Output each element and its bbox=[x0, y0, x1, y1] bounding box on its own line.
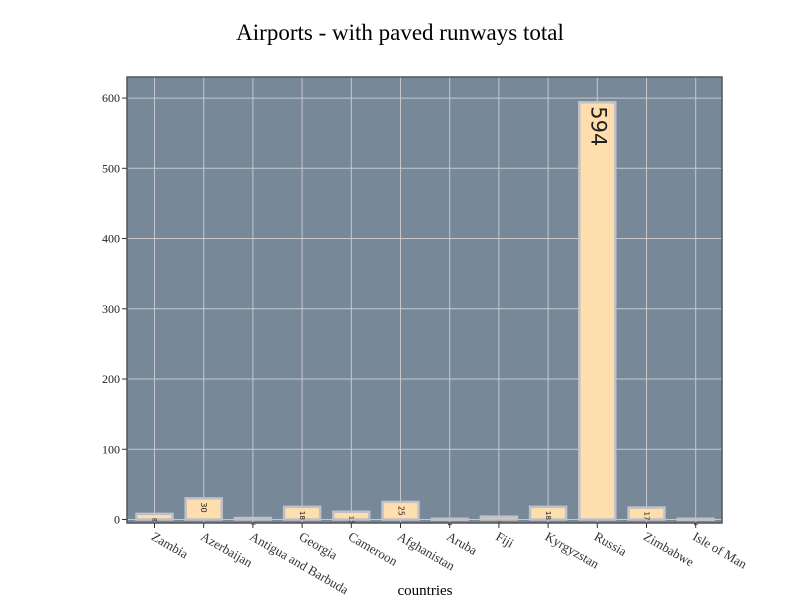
bar-data-label: 30 bbox=[199, 502, 209, 512]
bar-data-label: 8 bbox=[151, 518, 158, 522]
y-tick-label: 400 bbox=[102, 232, 120, 246]
bar-azerbaijan bbox=[184, 497, 223, 521]
bar-aruba bbox=[430, 517, 469, 522]
bar-data-label: 17 bbox=[643, 512, 652, 521]
x-tick-label: Cameroon bbox=[346, 529, 401, 569]
x-tick-label: Zimbabwe bbox=[641, 529, 697, 570]
bar-russia bbox=[578, 101, 617, 521]
bar-afghanistan bbox=[381, 500, 420, 521]
y-tick-label: 100 bbox=[102, 442, 120, 456]
y-axis: 0 100 200 300 400 500 600 bbox=[102, 91, 127, 526]
bar-data-label: 18 bbox=[544, 511, 553, 521]
bar-data-label: 18 bbox=[298, 511, 307, 521]
bar-antigua-and-barbuda bbox=[233, 516, 273, 521]
bar-fiji bbox=[479, 515, 519, 521]
bar-kyrgyzstan bbox=[528, 505, 568, 521]
y-tick-label: 0 bbox=[114, 512, 120, 526]
y-tick-label: 600 bbox=[102, 91, 120, 105]
y-tick-label: 200 bbox=[102, 372, 120, 386]
x-tick-label: Russia bbox=[592, 529, 630, 559]
bar-isle-of-man bbox=[676, 517, 715, 522]
bar-data-label: 594 bbox=[586, 106, 610, 146]
x-axis-title: countries bbox=[398, 583, 453, 599]
bar-data-label: 25 bbox=[397, 506, 406, 516]
bar-zimbabwe bbox=[627, 506, 666, 521]
x-tick-label: Azerbaijan bbox=[198, 529, 255, 571]
x-tick-label: Fiji bbox=[493, 529, 516, 551]
x-tick-label: Isle of Man bbox=[690, 529, 750, 572]
x-tick-label: Zambia bbox=[149, 529, 191, 562]
bar-data-label: 11 bbox=[347, 516, 355, 524]
plot-area bbox=[127, 77, 722, 523]
chart-title: Airports - with paved runways total bbox=[236, 20, 564, 45]
y-tick-label: 300 bbox=[102, 302, 120, 316]
x-tick-label: Kyrgyzstan bbox=[543, 529, 603, 572]
bars bbox=[135, 101, 715, 522]
y-tick-label: 500 bbox=[102, 161, 120, 175]
bar-georgia bbox=[282, 505, 322, 521]
bar-zambia bbox=[135, 512, 174, 521]
bar-cameroon bbox=[332, 510, 371, 521]
x-tick-label: Aruba bbox=[444, 529, 480, 558]
plot-frame bbox=[126, 76, 723, 524]
grid-lines bbox=[127, 77, 722, 523]
